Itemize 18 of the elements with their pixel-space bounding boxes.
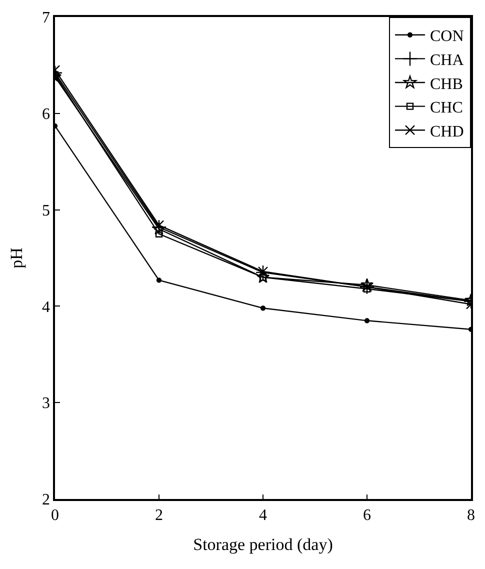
y-tick-label: 4	[42, 298, 50, 316]
x-tick-label: 6	[363, 506, 371, 524]
y-tick-label: 7	[42, 10, 50, 27]
y-tick-label: 6	[42, 106, 50, 123]
legend-label: CHA	[430, 52, 464, 69]
x-tick-label: 0	[51, 506, 59, 524]
legend-label: CHD	[430, 123, 464, 140]
legend-label: CHC	[430, 100, 463, 117]
x-tick-label: 2	[155, 506, 163, 524]
x-tick-label: 8	[467, 506, 475, 524]
y-tick-label: 5	[42, 202, 50, 220]
legend-label: CON	[430, 28, 464, 46]
y-axis-title: pH	[7, 248, 26, 268]
legend-label: CHB	[430, 76, 463, 93]
x-axis-title: Storage period (day)	[193, 534, 333, 554]
x-tick-label: 4	[259, 506, 267, 524]
y-tick-label: 3	[42, 395, 50, 412]
y-tick-label: 2	[42, 492, 50, 509]
